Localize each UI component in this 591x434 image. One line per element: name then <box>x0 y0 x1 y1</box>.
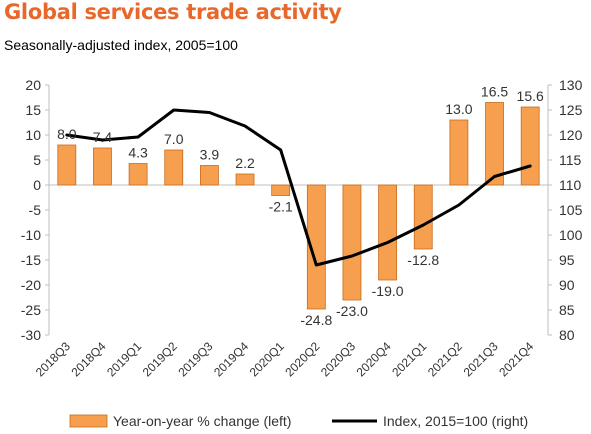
bar <box>485 102 504 186</box>
bar-value-label: 7.4 <box>93 129 113 145</box>
bar <box>271 184 291 196</box>
bar <box>57 144 77 186</box>
bar <box>342 184 362 301</box>
legend-bar-swatch <box>69 414 108 428</box>
chart-subtitle: Seasonally-adjusted index, 2005=100 <box>4 37 238 53</box>
left-tick-label: -15 <box>21 252 41 268</box>
bar-value-label: -24.8 <box>300 312 332 328</box>
x-axis: 2018Q32018Q42019Q12019Q22019Q32019Q42020… <box>33 339 537 379</box>
bar <box>93 147 112 186</box>
bar-value-label: 2.2 <box>235 155 255 171</box>
x-tick-label: 2019Q1 <box>104 339 144 379</box>
x-tick-label: 2021Q3 <box>461 339 501 379</box>
bar <box>199 165 219 186</box>
bar-series <box>57 102 540 310</box>
bar <box>378 184 398 281</box>
bar-value-label: 3.9 <box>200 147 220 163</box>
line-series <box>65 108 532 267</box>
x-tick-label: 2019Q4 <box>211 339 251 379</box>
x-tick-label: 2020Q4 <box>354 339 394 379</box>
left-tick-label: -10 <box>21 227 41 243</box>
right-tick-label: 85 <box>559 302 575 318</box>
legend-line-label: Index, 2015=100 (right) <box>383 413 528 429</box>
bar-value-label: 7.0 <box>164 131 184 147</box>
left-tick-label: -5 <box>29 202 42 218</box>
x-tick-label: 2021Q1 <box>389 339 429 379</box>
x-tick-label: 2021Q4 <box>496 339 536 379</box>
left-tick-label: -25 <box>21 302 41 318</box>
right-tick-label: 80 <box>559 327 575 343</box>
bar-value-label: -12.8 <box>407 252 439 268</box>
x-tick-label: 2018Q3 <box>33 339 73 379</box>
left-tick-label: 10 <box>25 127 41 143</box>
bar-value-label: 16.5 <box>481 84 508 100</box>
left-tick-label: 5 <box>33 152 41 168</box>
x-tick-label: 2019Q2 <box>140 339 180 379</box>
left-tick-label: 0 <box>33 177 41 193</box>
right-tick-label: 115 <box>559 152 582 168</box>
bar-value-label: 4.3 <box>128 145 148 161</box>
right-tick-label: 110 <box>559 177 582 193</box>
x-tick-label: 2019Q3 <box>175 339 215 379</box>
bar <box>164 149 184 186</box>
x-tick-label: 2020Q2 <box>282 339 322 379</box>
bar-value-label: 13.0 <box>445 101 472 117</box>
x-tick-label: 2020Q3 <box>318 339 358 379</box>
legend: Year-on-year % change (left) Index, 2015=… <box>69 413 528 429</box>
x-tick-label: 2021Q2 <box>425 339 465 379</box>
legend-bar-label: Year-on-year % change (left) <box>113 413 291 429</box>
left-tick-label: 15 <box>25 102 41 118</box>
right-tick-label: 105 <box>559 202 583 218</box>
bar-value-label: -2.1 <box>269 199 293 215</box>
left-tick-label: -20 <box>21 277 41 293</box>
right-tick-label: 120 <box>559 127 583 143</box>
bar-labels: 8.0 7.4 4.3 7.0 3.9 2.2 -2.1 -24.8-23.0-19.0-12… <box>57 84 544 329</box>
bar-value-label: -23.0 <box>336 303 368 319</box>
right-tick-label: 125 <box>559 102 583 118</box>
x-tick-label: 2018Q4 <box>68 339 108 379</box>
chart-title: Global services trade activity <box>4 0 342 24</box>
right-tick-label: 130 <box>559 77 583 93</box>
left-tick-label: 20 <box>25 77 41 93</box>
bar-value-label: 8.0 <box>57 126 77 142</box>
left-tick-label: -30 <box>21 327 41 343</box>
bar-value-label: 15.6 <box>517 88 544 104</box>
bar <box>449 119 469 186</box>
x-tick-label: 2020Q1 <box>247 339 287 379</box>
bar <box>413 184 433 250</box>
bar <box>235 173 255 186</box>
right-tick-label: 100 <box>559 227 583 243</box>
right-axis: 130 125 120 115 110 105 100 95 90 85 80 <box>547 77 583 343</box>
index-line <box>65 108 532 267</box>
bar <box>520 106 540 186</box>
bar <box>128 163 148 186</box>
bar-value-label: -19.0 <box>372 283 404 299</box>
bar <box>306 184 326 310</box>
right-tick-label: 95 <box>559 252 575 268</box>
right-tick-label: 90 <box>559 277 575 293</box>
